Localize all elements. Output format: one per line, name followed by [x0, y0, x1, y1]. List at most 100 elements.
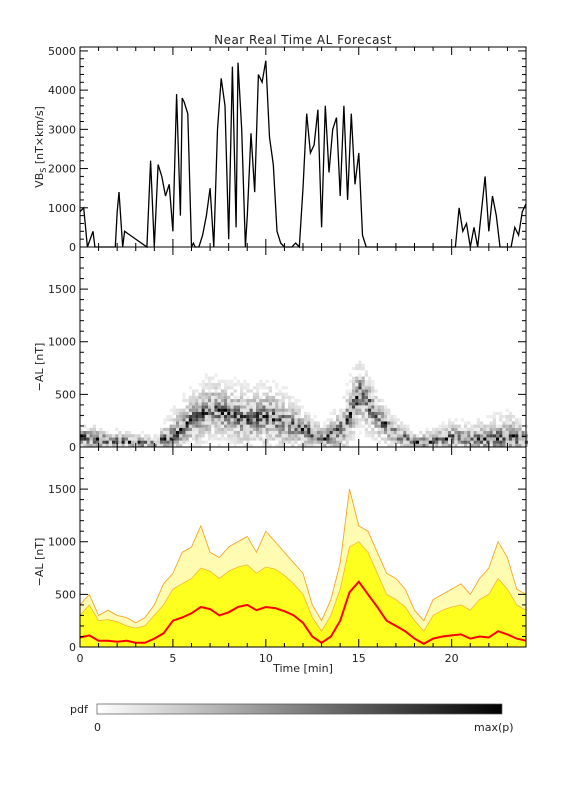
heatmap-cell: [348, 434, 352, 438]
heatmap-cell: [502, 437, 506, 441]
heatmap-cell: [172, 431, 176, 435]
heatmap-cell: [259, 418, 263, 422]
heatmap-cell: [166, 415, 170, 419]
heatmap-cell: [332, 421, 336, 425]
heatmap-cell: [179, 418, 183, 422]
heatmap-cell: [249, 431, 253, 435]
heatmap-cell: [281, 386, 285, 390]
heatmap-cell: [323, 424, 327, 428]
heatmap-cell: [128, 431, 132, 435]
heatmap-cell: [291, 437, 295, 441]
heatmap-cell: [89, 434, 93, 438]
heatmap-cell: [384, 424, 388, 428]
heatmap-cell: [307, 437, 311, 441]
heatmap-cell: [153, 437, 157, 441]
heatmap-cell: [492, 415, 496, 419]
heatmap-cell: [310, 431, 314, 435]
heatmap-cell: [515, 427, 519, 431]
heatmap-cell: [352, 424, 356, 428]
heatmap-cell: [188, 402, 192, 406]
heatmap-cell: [355, 376, 359, 380]
heatmap-cell: [512, 431, 516, 435]
heatmap-cell: [496, 437, 500, 441]
heatmap-cell: [448, 424, 452, 428]
heatmap-cell: [502, 443, 506, 447]
heatmap-cell: [320, 427, 324, 431]
heatmap-cell: [304, 427, 308, 431]
heatmap-cell: [169, 431, 173, 435]
heatmap-cell: [300, 440, 304, 444]
heatmap-cell: [169, 408, 173, 412]
heatmap-cell: [313, 437, 317, 441]
heatmap-cell: [345, 418, 349, 422]
heatmap-cell: [259, 424, 263, 428]
heatmap-cell: [179, 415, 183, 419]
heatmap-cell: [291, 395, 295, 399]
heatmap-cell: [275, 383, 279, 387]
heatmap-cell: [243, 437, 247, 441]
heatmap-cell: [140, 440, 144, 444]
heatmap-cell: [140, 431, 144, 435]
heatmap-cell: [316, 437, 320, 441]
heatmap-cell: [268, 415, 272, 419]
heatmap-cell: [217, 383, 221, 387]
heatmap-cell: [486, 427, 490, 431]
heatmap-cell: [393, 437, 397, 441]
heatmap-cell: [310, 434, 314, 438]
heatmap-cell: [83, 443, 87, 447]
heatmap-cell: [233, 405, 237, 409]
heatmap-cell: [278, 405, 282, 409]
heatmap-cell: [243, 443, 247, 447]
heatmap-cell: [214, 427, 218, 431]
heatmap-cell: [518, 424, 522, 428]
heatmap-cell: [361, 383, 365, 387]
heatmap-cell: [236, 379, 240, 383]
heatmap-cell: [176, 421, 180, 425]
heatmap-cell: [294, 431, 298, 435]
heatmap-cell: [182, 415, 186, 419]
heatmap-cell: [348, 418, 352, 422]
heatmap-cell: [198, 395, 202, 399]
heatmap-cell: [310, 418, 314, 422]
heatmap-cell: [230, 421, 234, 425]
heatmap-cell: [486, 443, 490, 447]
heatmap-cell: [428, 443, 432, 447]
heatmap-cell: [435, 434, 439, 438]
heatmap-cell: [374, 418, 378, 422]
heatmap-cell: [265, 424, 269, 428]
heatmap-cell: [284, 431, 288, 435]
heatmap-cell: [220, 434, 224, 438]
heatmap-cell: [265, 405, 269, 409]
heatmap-cell: [400, 434, 404, 438]
forecast-ylabel: −AL [nT]: [33, 538, 46, 587]
heatmap-cell: [192, 421, 196, 425]
heatmap-cell: [240, 415, 244, 419]
heatmap-cell: [278, 424, 282, 428]
heatmap-cell: [224, 399, 228, 403]
heatmap-cell: [192, 399, 196, 403]
heatmap-cell: [166, 431, 170, 435]
heatmap-cell: [224, 402, 228, 406]
heatmap-cell: [489, 421, 493, 425]
heatmap-cell: [268, 389, 272, 393]
heatmap-cell: [441, 424, 445, 428]
heatmap-cell: [268, 443, 272, 447]
heatmap-cell: [451, 443, 455, 447]
heatmap-cell: [243, 408, 247, 412]
heatmap-cell: [80, 437, 84, 441]
heatmap-cell: [265, 399, 269, 403]
heatmap-cell: [508, 443, 512, 447]
heatmap-cell: [211, 392, 215, 396]
heatmap-cell: [358, 373, 362, 377]
heatmap-cell: [342, 411, 346, 415]
heatmap-cell: [278, 418, 282, 422]
heatmap-cell: [262, 399, 266, 403]
heatmap-cell: [348, 389, 352, 393]
heatmap-cell: [432, 427, 436, 431]
heatmap-cell: [284, 424, 288, 428]
y-tick-label: 5000: [48, 45, 76, 58]
heatmap-cell: [454, 440, 458, 444]
heatmap-cell: [406, 443, 410, 447]
heatmap-cell: [204, 373, 208, 377]
